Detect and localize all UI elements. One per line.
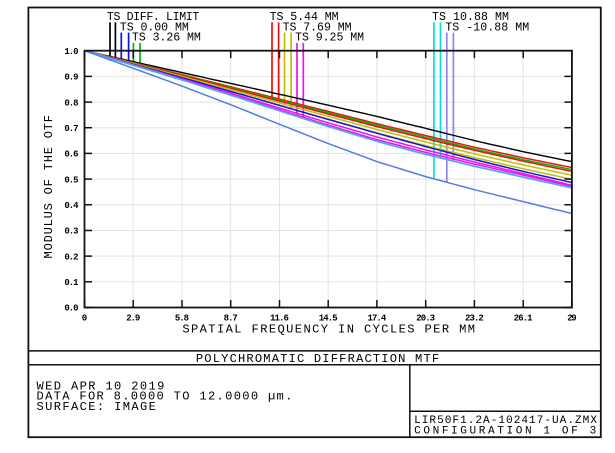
svg-text:1.0: 1.0 [64,47,78,57]
svg-text:0.0: 0.0 [64,304,78,314]
svg-text:8.7: 8.7 [224,314,238,324]
svg-text:0: 0 [82,314,87,324]
svg-text:0.2: 0.2 [64,252,78,262]
svg-text:23.2: 23.2 [465,314,484,324]
svg-text:0.9: 0.9 [64,73,78,83]
svg-text:LIR50F1.2A-102417-UA.ZMX: LIR50F1.2A-102417-UA.ZMX [414,415,597,427]
svg-text:TS 7.69 MM: TS 7.69 MM [283,21,352,34]
svg-text:0.3: 0.3 [64,227,78,237]
svg-text:MODULUS OF THE OTF: MODULUS OF THE OTF [42,115,56,259]
svg-text:0.8: 0.8 [64,98,78,108]
svg-text:TS DIFF. LIMIT: TS DIFF. LIMIT [107,11,199,24]
svg-text:TS 3.26 MM: TS 3.26 MM [132,32,201,45]
svg-text:SURFACE: IMAGE: SURFACE: IMAGE [37,400,156,414]
svg-text:TS 0.00 MM: TS 0.00 MM [120,21,189,34]
svg-text:TS 9.25 MM: TS 9.25 MM [295,32,364,45]
svg-text:SPATIAL FREQUENCY IN CYCLES PE: SPATIAL FREQUENCY IN CYCLES PER MM [182,323,475,337]
svg-text:11.6: 11.6 [270,314,289,324]
svg-text:2.9: 2.9 [126,314,140,324]
svg-text:WED APR 10 2019: WED APR 10 2019 [37,380,165,394]
svg-text:29: 29 [567,314,576,324]
svg-text:DATA FOR 8.0000 TO 12.0000 µm.: DATA FOR 8.0000 TO 12.0000 µm. [37,390,293,404]
svg-text:14.5: 14.5 [319,314,338,324]
svg-text:5.8: 5.8 [175,314,189,324]
svg-text:TS 10.88 MM: TS 10.88 MM [432,11,509,24]
svg-text:0.4: 0.4 [64,201,79,211]
svg-text:0.6: 0.6 [64,150,78,160]
svg-text:POLYCHROMATIC DIFFRACTION MTF: POLYCHROMATIC DIFFRACTION MTF [196,352,439,366]
svg-text:26.1: 26.1 [514,314,533,324]
svg-text:20.3: 20.3 [416,314,435,324]
svg-text:0.1: 0.1 [64,278,79,288]
svg-text:0.7: 0.7 [64,124,78,134]
svg-text:17.4: 17.4 [368,314,387,324]
svg-text:TS 5.44 MM: TS 5.44 MM [270,11,339,24]
svg-text:TS -10.88 MM: TS -10.88 MM [445,21,529,34]
svg-text:0.5: 0.5 [64,175,78,185]
